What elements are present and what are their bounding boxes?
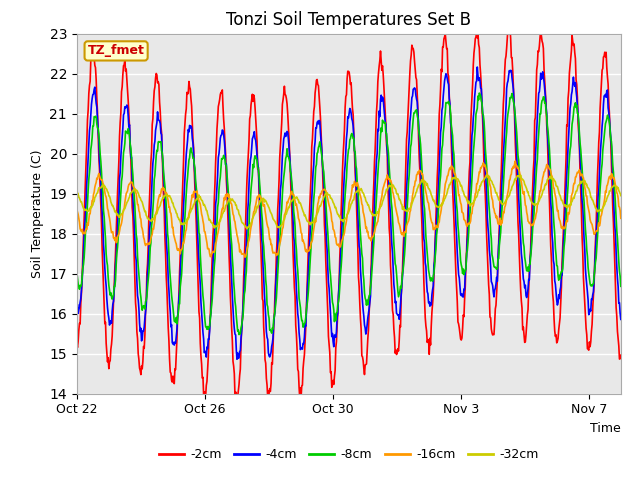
Legend: -2cm, -4cm, -8cm, -16cm, -32cm: -2cm, -4cm, -8cm, -16cm, -32cm [154,443,543,466]
Title: Tonzi Soil Temperatures Set B: Tonzi Soil Temperatures Set B [227,11,471,29]
Y-axis label: Soil Temperature (C): Soil Temperature (C) [31,149,44,278]
Text: Time: Time [590,422,621,435]
Text: TZ_fmet: TZ_fmet [88,44,145,58]
